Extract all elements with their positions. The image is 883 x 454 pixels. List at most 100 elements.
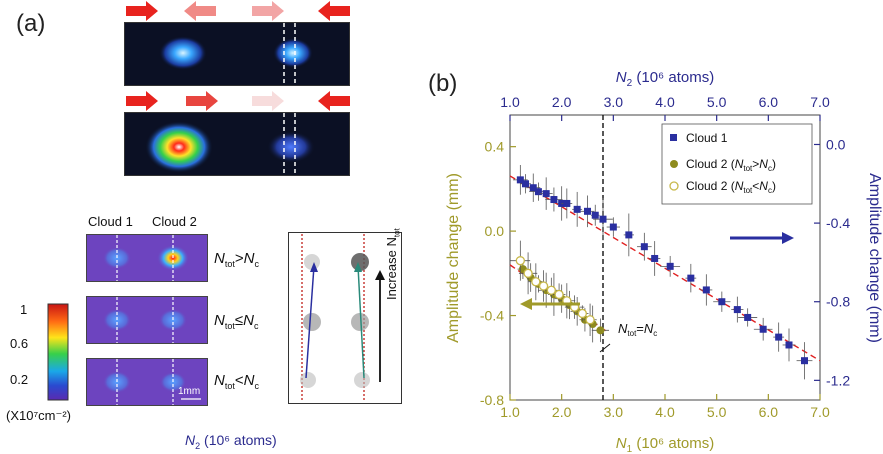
left-tick-label: 0.0: [485, 223, 505, 239]
schematic-diagram: [288, 232, 402, 404]
right-tick-label: -0.8: [826, 294, 850, 310]
bottom-tick-label: 4.0: [655, 404, 675, 420]
panel-b-label: (b): [428, 70, 458, 97]
density-map-1: [86, 234, 208, 282]
atom-cloud: [354, 372, 370, 388]
data-point-cloud1: [584, 207, 591, 215]
scale-bar-label: 1mm: [178, 386, 201, 397]
data-point-cloud1: [534, 188, 542, 196]
data-point-cloud1: [522, 180, 529, 188]
right-tick-label: 0.0: [826, 136, 846, 152]
atom-cloud: [351, 253, 369, 271]
data-point-cloud1: [744, 313, 752, 321]
legend-marker-cloud2-lt: [669, 181, 679, 191]
arrow-left-icon: [184, 1, 216, 21]
data-point-cloud1: [625, 231, 633, 239]
arrow-row-2: [126, 91, 350, 111]
legend-label-cloud2-lt: Cloud 2 (Ntot<Nc): [686, 179, 776, 195]
legend-marker-cloud2-gt: [670, 160, 678, 168]
density-map-2: [86, 296, 208, 344]
data-point-cloud1: [563, 199, 571, 207]
data-point-cloud1: [775, 333, 783, 341]
bottom-tick-label: 7.0: [810, 404, 830, 420]
data-point-cloud1: [801, 357, 808, 365]
top-tick-label: 4.0: [655, 94, 675, 110]
right-tick-label: -1.2: [826, 372, 850, 388]
colorbar: [47, 303, 69, 401]
arrow-row-1: [126, 1, 350, 21]
legend: Cloud 1 Cloud 2 (Ntot>Nc) Cloud 2 (Ntot<…: [661, 123, 813, 205]
top-tick-label: 1.0: [500, 94, 520, 110]
colorbar-unit: (X10⁷cm⁻²): [6, 408, 72, 423]
atom-cloud: [304, 254, 320, 270]
data-point-cloud2-gt: [596, 326, 605, 335]
data-point-cloud1: [718, 298, 726, 306]
data-point-cloud1: [733, 306, 741, 314]
arrow-right-icon: [126, 91, 158, 111]
data-point-cloud1: [609, 223, 617, 231]
data-point-cloud1: [529, 184, 537, 192]
data-point-cloud2-lt: [585, 315, 595, 325]
legend-label-cloud1: Cloud 1: [686, 131, 728, 145]
arrow-right-icon: [730, 232, 794, 244]
data-point-cloud2-lt: [577, 308, 587, 319]
ineq-label-1: Ntot>Nc: [214, 250, 259, 269]
atom-cloud: [351, 313, 369, 331]
data-point-cloud1: [651, 254, 659, 262]
data-point-cloud2-lt: [523, 268, 533, 278]
legend-marker-cloud1: [670, 134, 677, 141]
arrow-left-icon: [318, 1, 350, 21]
data-point-cloud2-lt: [538, 281, 549, 291]
data-point-cloud2-lt: [515, 256, 525, 266]
data-point-cloud1: [542, 190, 550, 198]
data-point-cloud1: [666, 262, 674, 270]
arrow-left-icon: [520, 298, 580, 310]
data-point-cloud1: [687, 274, 695, 282]
density-map-3: [86, 358, 208, 406]
data-point-cloud1: [640, 243, 648, 251]
top-tick-label: 2.0: [552, 94, 572, 110]
increase-ntot-label: Increase Ntot: [384, 228, 402, 300]
top-axis-title: N2 (10⁶ atoms): [616, 69, 714, 89]
top-tick-label: 7.0: [810, 94, 830, 110]
data-point-cloud1: [759, 325, 767, 333]
arrow-right-icon: [126, 1, 158, 21]
bottom-tick-label: 3.0: [604, 404, 624, 420]
left-tick-label: -0.4: [480, 308, 504, 324]
data-point-cloud1: [516, 176, 524, 184]
data-point-cloud1: [591, 211, 599, 219]
bottom-tick-label: 5.0: [707, 404, 727, 420]
data-point-cloud2-lt: [531, 277, 541, 287]
data-point-cloud1: [785, 341, 793, 349]
left-tick-label: -0.8: [480, 392, 504, 408]
data-point-cloud2-lt: [554, 289, 564, 300]
arrow-right-icon: [252, 91, 284, 111]
legend-label-cloud2-gt: Cloud 2 (Ntot>Nc): [686, 157, 776, 173]
right-axis-title: Amplitude change (mm): [866, 173, 883, 343]
n2-axis-caption: N2 (10⁶ atoms): [185, 432, 277, 451]
colorbar-tick-0-2: 0.2: [10, 372, 29, 387]
top-tick-label: 5.0: [707, 94, 727, 110]
colorbar-tick-0-6: 0.6: [10, 336, 29, 351]
left-axis-title: Amplitude change (mm): [445, 173, 462, 343]
bottom-axis-title: N1 (10⁶ atoms): [616, 435, 714, 454]
annotation-pointer: [599, 343, 611, 353]
amplitude-chart: 1.0 2.0 3.0 4.0 5.0 6.0 7.0 1.0 2.0 3.0 4.0 5.0 6.0…: [445, 69, 883, 454]
data-point-cloud1: [550, 196, 558, 204]
data-point-cloud1: [702, 286, 710, 294]
cloud1-label: Cloud 1: [88, 214, 133, 229]
arrow-right-icon: [252, 1, 284, 21]
ineq-label-2: Ntot≤Nc: [214, 312, 259, 331]
atom-cloud: [303, 313, 321, 331]
absorption-image-1: [124, 22, 350, 86]
right-tick-label: -0.4: [826, 215, 850, 231]
ineq-label-3: Ntot<Nc: [214, 372, 259, 391]
cloud2-label: Cloud 2: [152, 214, 197, 229]
arrow-left-icon: [318, 91, 350, 111]
annotation-ntot-nc: Ntot=Nc: [618, 321, 657, 338]
top-tick-label: 3.0: [604, 94, 624, 110]
absorption-image-2: [124, 112, 350, 176]
bottom-tick-label: 1.0: [500, 404, 520, 420]
legend-box: [661, 123, 813, 205]
data-point-cloud1: [599, 215, 607, 223]
